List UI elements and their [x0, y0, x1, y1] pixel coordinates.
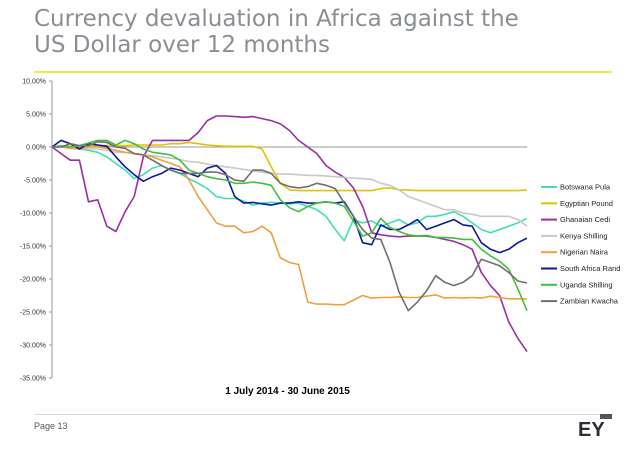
page-title-line-1: Currency devaluation in Africa against t…: [34, 6, 519, 32]
footer-divider: [34, 414, 612, 415]
legend-label-egyptian-pound: Egyptian Pound: [560, 199, 613, 208]
y-tick-label: -10.00%: [20, 211, 46, 218]
series-line-nigerian-naira: [52, 146, 527, 306]
y-tick-label: -35.00%: [20, 376, 46, 383]
page-title-line-2: US Dollar over 12 months: [34, 32, 330, 58]
y-tick-label: 0.00%: [26, 145, 46, 152]
ey-logo-bar: [600, 414, 612, 419]
ey-logo-text: EY: [578, 419, 605, 438]
legend-label-botswana-pula: Botswana Pula: [560, 183, 611, 192]
ey-logo: EY: [578, 414, 612, 438]
y-tick-label: -20.00%: [20, 277, 46, 284]
series-line-ghanaian-cedi: [51, 115, 528, 353]
series-line-egyptian-pound: [51, 141, 528, 192]
legend-label-kenya-shilling: Kenya Shilling: [560, 231, 608, 240]
y-tick-label: 5.00%: [26, 112, 46, 119]
legend-label-uganda-shilling: Uganda Shilling: [560, 280, 613, 289]
y-tick-label: 10.00%: [22, 79, 46, 86]
y-tick-label: -5.00%: [24, 178, 46, 185]
y-tick-label: -15.00%: [20, 244, 46, 251]
page-title: Currency devaluation in Africa against t…: [34, 6, 594, 58]
legend-label-ghanaian-cedi: Ghanaian Cedi: [560, 215, 610, 224]
series-line-south-africa-rand: [51, 139, 528, 254]
series-line-uganda-shilling: [51, 139, 528, 312]
legend-label-south-africa-rand: South Africa Rand: [560, 264, 620, 273]
series-line-botswana-pula: [51, 144, 528, 242]
title-underline: [34, 71, 612, 73]
legend-label-zambian-kwacha: Zambian Kwacha: [560, 297, 619, 306]
x-axis-label: 1 July 2014 - 30 June 2015: [225, 386, 350, 397]
y-tick-label: -25.00%: [20, 310, 46, 317]
page-number: Page 13: [34, 421, 68, 431]
series-line-zambian-kwacha: [52, 140, 528, 312]
legend-label-nigerian-naira: Nigerian Naira: [560, 248, 609, 257]
y-tick-label: -30.00%: [20, 343, 46, 350]
